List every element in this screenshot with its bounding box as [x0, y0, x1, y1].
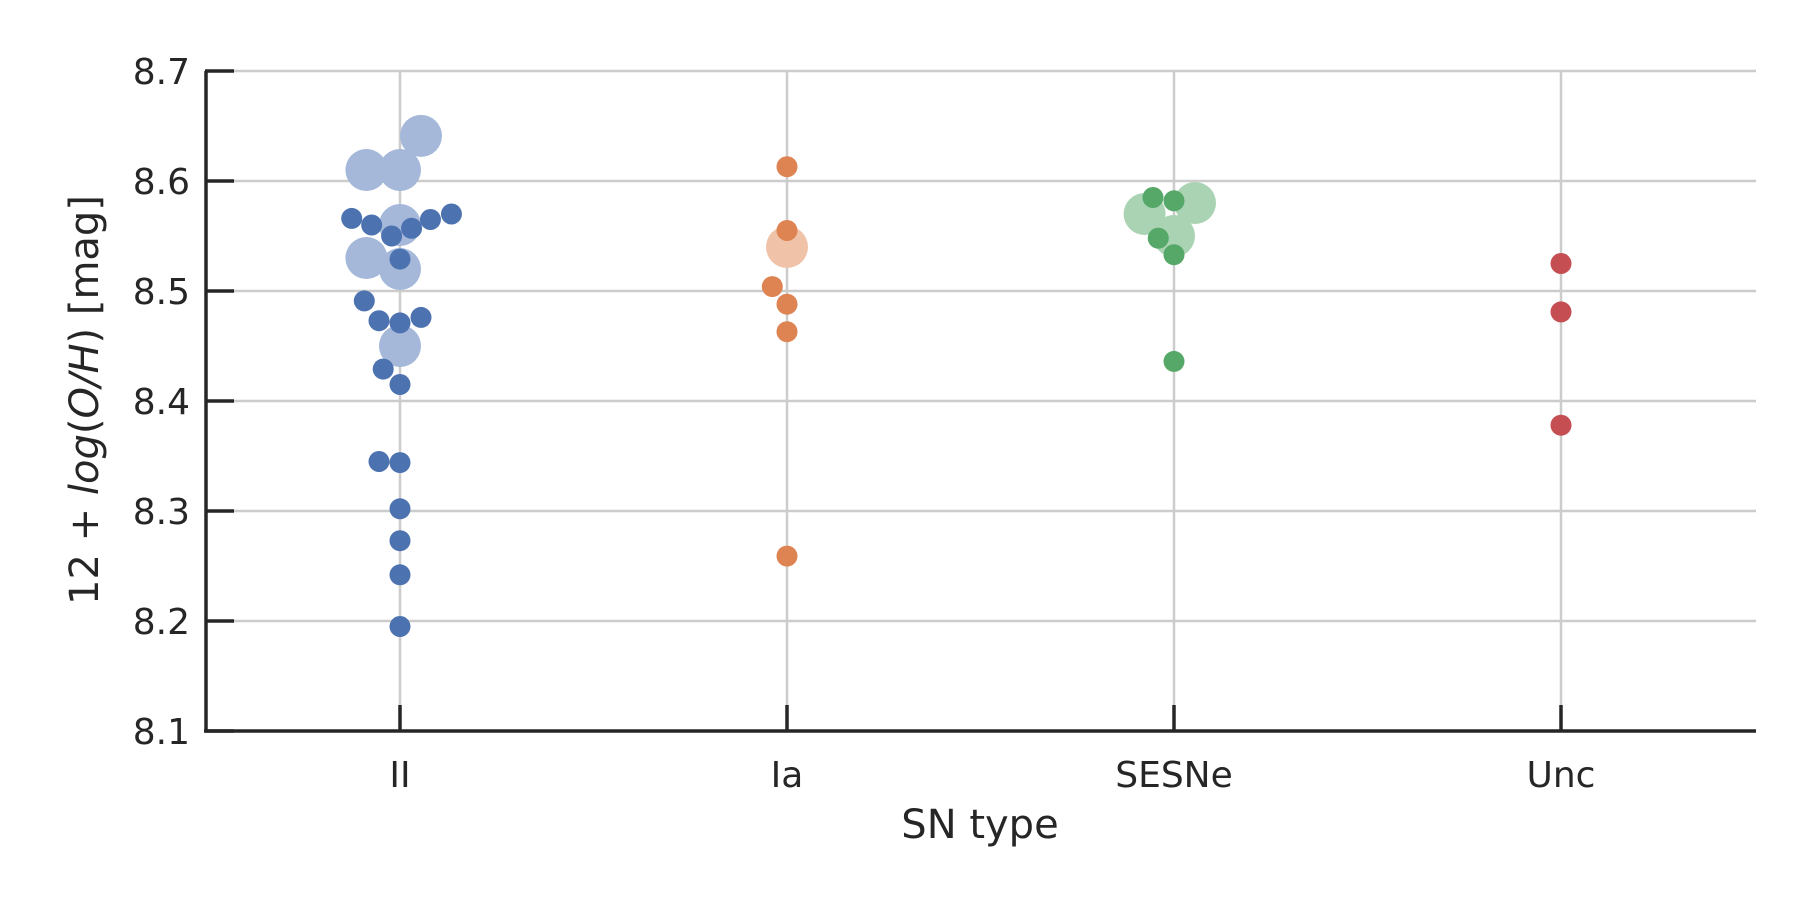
y-tick-label: 8.6 — [133, 162, 190, 203]
data-point-ii — [341, 207, 363, 229]
y-axis-title-prefix: 12 + — [62, 495, 108, 605]
data-point-sesne — [1142, 187, 1164, 208]
data-point-ia — [776, 293, 798, 315]
y-axis-title-paren-open: ( — [62, 419, 108, 435]
x-tick-label: II — [389, 755, 410, 796]
data-point-sesne — [1163, 244, 1185, 266]
data-point-unc — [1550, 414, 1572, 436]
y-tick-label: 8.5 — [133, 272, 190, 313]
y-axis-title: 12 + log(O/H) [mag] — [62, 195, 108, 605]
y-axis-title-paren-close: ) — [62, 328, 108, 344]
x-tick-label: Unc — [1527, 755, 1596, 796]
x-axis-title: SN type — [901, 802, 1058, 848]
y-tick-label: 8.4 — [133, 382, 190, 423]
data-point-ii — [389, 530, 411, 552]
points-layer — [341, 114, 1572, 637]
data-point-ii — [389, 452, 411, 474]
data-point-ii — [419, 209, 441, 230]
data-point-ii — [400, 114, 442, 157]
data-point-ia — [776, 220, 798, 241]
y-tick-label: 8.1 — [133, 712, 190, 753]
data-point-unc — [1550, 253, 1572, 274]
data-point-ii — [368, 310, 390, 332]
y-axis-title-italic-2: O/H — [62, 343, 108, 418]
data-point-sesne — [1163, 190, 1185, 212]
y-tick-label: 8.3 — [133, 492, 190, 533]
ticks-layer: 8.1 8.2 8.3 8.4 8.5 8.6 8.7 II Ia SESNe Unc — [133, 52, 1596, 796]
data-point-ii — [389, 498, 411, 520]
data-point-ii — [440, 203, 462, 225]
data-point-sesne — [1147, 227, 1169, 249]
data-point-ii — [361, 214, 383, 236]
y-axis-title-italic: log — [62, 434, 108, 495]
data-point-ii — [345, 149, 388, 191]
data-point-ia — [776, 156, 798, 178]
data-point-sesne — [1163, 350, 1185, 372]
data-point-ia — [766, 226, 808, 268]
data-point-ii — [389, 312, 411, 334]
data-point-ii — [379, 325, 421, 367]
data-point-ii — [401, 217, 423, 239]
data-point-ii — [345, 237, 388, 279]
data-point-ia — [776, 545, 798, 567]
data-point-ii — [353, 290, 375, 312]
data-point-ia — [776, 321, 798, 343]
y-axis-title-suffix: [mag] — [62, 195, 108, 328]
data-point-ii — [389, 564, 411, 586]
data-point-ii — [389, 374, 411, 395]
grid-layer — [206, 69, 1756, 731]
y-tick-label: 8.7 — [133, 52, 190, 93]
data-point-ii — [389, 248, 411, 270]
data-point-unc — [1550, 301, 1572, 323]
data-point-sesne — [1174, 182, 1216, 224]
data-point-ii — [379, 149, 421, 191]
data-point-ii — [410, 306, 432, 328]
data-point-ii — [381, 225, 403, 247]
x-tick-label: SESNe — [1115, 755, 1233, 796]
x-tick-label: Ia — [771, 755, 804, 796]
data-point-ii — [372, 358, 394, 380]
data-point-ii — [389, 616, 411, 637]
data-point-ii — [368, 451, 390, 472]
data-point-ia — [761, 276, 783, 298]
y-tick-label: 8.2 — [133, 602, 190, 643]
